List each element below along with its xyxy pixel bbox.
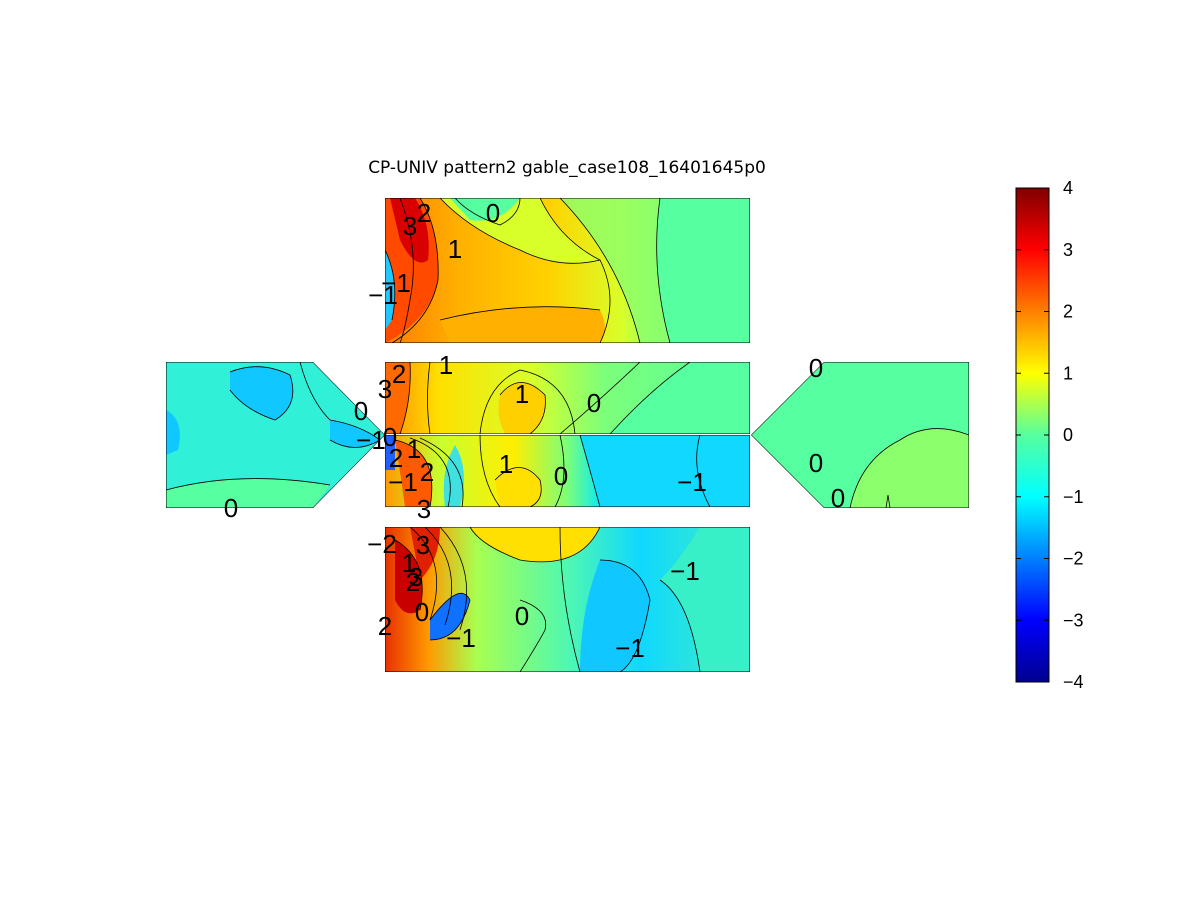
colorbar-ticks: 4 3 2 1 0 −1 −2 −3 −4 <box>1016 178 1084 692</box>
contour-label: 0 <box>587 388 601 418</box>
panel-middle-lower <box>385 435 750 507</box>
chart-title: CP-UNIV pattern2 gable_case108_16401645p… <box>368 158 766 178</box>
contour-label: −1 <box>677 467 707 497</box>
contour-label: 2 <box>378 611 392 641</box>
contour-label: −1 <box>670 556 700 586</box>
contour-label: 3 <box>378 374 392 404</box>
panel-top <box>385 198 750 343</box>
contour-label: −1 <box>446 623 476 653</box>
contour-label: −1 <box>388 467 418 497</box>
colorbar-tick-label: 0 <box>1063 425 1073 445</box>
contour-label: −1 <box>356 425 386 455</box>
contour-label: −2 <box>367 529 397 559</box>
colorbar-tick-label: −2 <box>1063 549 1084 569</box>
contour-label: 2 <box>389 443 403 473</box>
contour-label: −1 <box>615 633 645 663</box>
contour-label: 2 <box>406 567 420 597</box>
colorbar-tick-label: −4 <box>1063 672 1084 692</box>
contour-label: 2 <box>420 457 434 487</box>
contour-label: −1 <box>368 280 398 310</box>
contour-label: 0 <box>831 483 845 513</box>
contour-label: 3 <box>416 530 430 560</box>
contour-label: 1 <box>402 548 416 578</box>
colorbar-gradient <box>1015 187 1050 683</box>
contour-label: 1 <box>439 350 453 380</box>
contour-label: 1 <box>515 379 529 409</box>
contour-label: 2 <box>417 198 431 228</box>
contour-label: 1 <box>407 434 421 464</box>
colorbar-tick-label: −3 <box>1063 610 1084 630</box>
contour-label: 0 <box>809 353 823 383</box>
contour-label: 0 <box>486 198 500 228</box>
contour-label: 0 <box>554 461 568 491</box>
colorbar: 4 3 2 1 0 −1 −2 −3 −4 <box>1015 178 1084 692</box>
panel-middle-upper <box>385 362 750 434</box>
contour-label: 0 <box>224 493 238 523</box>
contour-label: 3 <box>417 494 431 524</box>
contour-label: 0 <box>383 422 397 452</box>
colorbar-tick-label: −1 <box>1063 487 1084 507</box>
panel-right <box>751 362 969 508</box>
contour-label: 1 <box>448 234 462 264</box>
contour-label: 1 <box>499 449 513 479</box>
contour-label: 0 <box>515 601 529 631</box>
contour-label: 0 <box>415 597 429 627</box>
colorbar-tick-label: 4 <box>1063 178 1073 198</box>
colorbar-tick-label: 2 <box>1063 302 1073 322</box>
colorbar-tick-label: 3 <box>1063 240 1073 260</box>
colorbar-tick-label: 1 <box>1063 363 1073 383</box>
contour-label: 2 <box>392 359 406 389</box>
contour-label: 3 <box>409 562 423 592</box>
panel-left <box>166 362 385 508</box>
contour-label: 0 <box>809 448 823 478</box>
panel-bottom <box>385 527 750 672</box>
contour-label: −1 <box>381 268 411 298</box>
contour-label: 3 <box>403 211 417 241</box>
contour-label: 0 <box>354 396 368 426</box>
